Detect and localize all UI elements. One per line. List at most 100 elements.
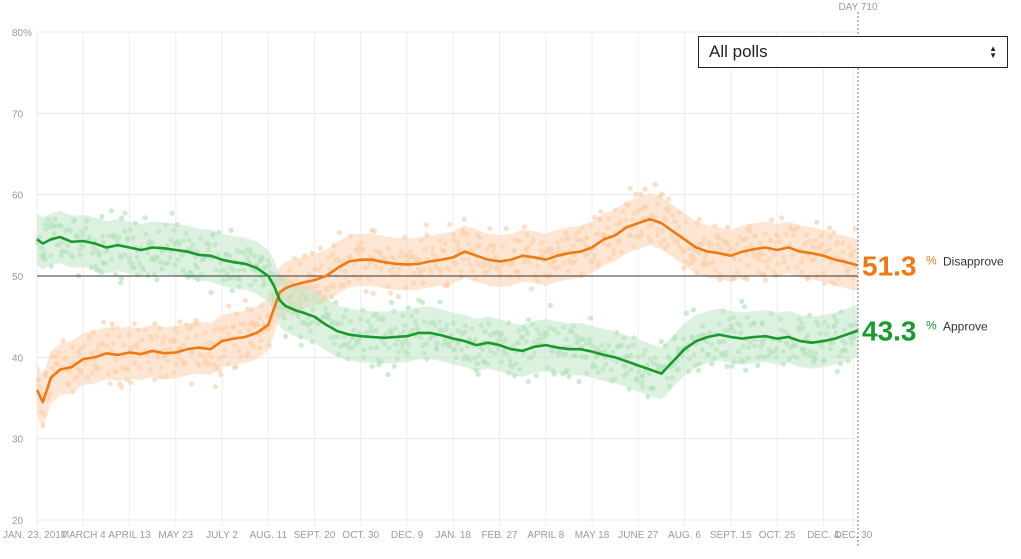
poll-dot (778, 215, 785, 221)
poll-dot (226, 303, 232, 309)
percent-sign: % (926, 253, 937, 267)
x-tick-label: JAN. 18 (435, 530, 471, 541)
poll-filter-select[interactable]: All polls ▲ ▼ (698, 36, 1008, 68)
poll-dot (652, 182, 658, 188)
poll-dot (119, 215, 125, 221)
trend-lines: DAY 710 (35, 2, 878, 548)
poll-dot (696, 367, 702, 373)
poll-dot (588, 315, 594, 321)
poll-dot (218, 372, 224, 378)
x-tick-label: SEPT. 20 (294, 530, 336, 541)
y-tick-label: 20 (12, 516, 24, 527)
disapprove-value: 51.3 (862, 250, 917, 281)
poll-dot (598, 209, 604, 215)
poll-dot (317, 245, 323, 251)
poll-dot (283, 333, 289, 339)
y-axis: 20 30 40 50 60 70 80% (12, 28, 32, 527)
poll-dot (729, 363, 735, 369)
poll-dot (60, 338, 66, 344)
x-tick-label: MARCH 4 (61, 530, 106, 541)
poll-dot (109, 321, 115, 327)
x-tick-label: SEPT. 15 (710, 530, 752, 541)
poll-dot (768, 217, 775, 223)
poll-dot (395, 293, 402, 300)
x-tick-label: AUG. 6 (668, 530, 701, 541)
poll-dot (522, 224, 528, 230)
poll-dot (108, 208, 114, 214)
end-labels: 51.3% Disapprove 43.3% Approve (862, 250, 1004, 346)
poll-dot (633, 191, 639, 197)
x-tick-label: OCT. 25 (759, 530, 796, 541)
x-tick-label: APRIL 13 (108, 530, 151, 541)
poll-dot (533, 372, 539, 378)
y-tick-label: 50 (12, 272, 24, 283)
x-tick-label: JAN. 23, 2017 (3, 530, 67, 541)
poll-dot (177, 319, 183, 325)
approve-value: 43.3 (862, 315, 917, 346)
poll-dot (658, 338, 664, 345)
poll-dot (119, 384, 125, 390)
poll-dot (461, 216, 467, 222)
poll-dot (447, 221, 453, 227)
uncertainty-bands (37, 193, 858, 429)
poll-dot (391, 363, 397, 369)
poll-dot (336, 229, 342, 235)
disapprove-line (35, 217, 859, 404)
poll-dot (525, 379, 531, 385)
poll-dots (35, 182, 859, 429)
poll-filter-value: All polls (709, 42, 768, 61)
poll-dot (142, 215, 148, 221)
x-tick-label: MAY 23 (158, 530, 193, 541)
poll-dot (684, 310, 690, 316)
poll-dot (762, 277, 768, 283)
y-tick-label: 60 (12, 191, 24, 202)
poll-dot (659, 191, 666, 197)
poll-dot (229, 287, 235, 293)
poll-dot (690, 307, 697, 313)
poll-dot (592, 214, 598, 220)
poll-dot (547, 302, 553, 309)
poll-dot (744, 276, 750, 282)
poll-dot (101, 319, 107, 325)
approve-label: Approve (943, 319, 988, 333)
poll-dot (525, 317, 532, 323)
y-tick-label: 30 (12, 435, 24, 446)
poll-dot (363, 288, 369, 294)
poll-dot (107, 381, 113, 387)
current-day-label: DAY 710 (838, 2, 878, 13)
poll-dot (242, 298, 248, 304)
x-tick-label: FEB. 27 (481, 530, 518, 541)
poll-dot (437, 299, 443, 305)
poll-dot (814, 219, 820, 225)
disapprove-label: Disapprove (943, 254, 1004, 268)
disapprove-band (37, 193, 858, 429)
poll-dot (423, 222, 430, 228)
x-tick-label: JUNE 27 (618, 530, 658, 541)
poll-dot (487, 226, 493, 232)
poll-dot (852, 226, 858, 232)
poll-dot (169, 210, 175, 216)
x-tick-label: OCT. 30 (342, 530, 379, 541)
poll-dot (212, 384, 218, 390)
poll-dot (118, 280, 124, 286)
poll-dot (827, 225, 833, 231)
poll-dot (709, 361, 715, 367)
poll-dot (388, 290, 394, 296)
poll-dot (475, 371, 481, 377)
poll-dot (696, 216, 702, 222)
poll-dot (724, 363, 730, 370)
poll-dot (642, 186, 648, 192)
poll-dot (233, 363, 239, 370)
poll-dot (529, 286, 535, 292)
x-tick-label: JULY 2 (206, 530, 238, 541)
poll-dot (131, 321, 138, 327)
percent-sign: % (926, 318, 937, 332)
y-tick-label: 40 (12, 353, 24, 364)
poll-dot (566, 374, 572, 380)
poll-dot (152, 376, 158, 382)
x-tick-label: APRIL 8 (527, 530, 564, 541)
poll-dot (627, 185, 633, 191)
poll-dot (576, 378, 582, 385)
poll-dot (739, 298, 745, 304)
